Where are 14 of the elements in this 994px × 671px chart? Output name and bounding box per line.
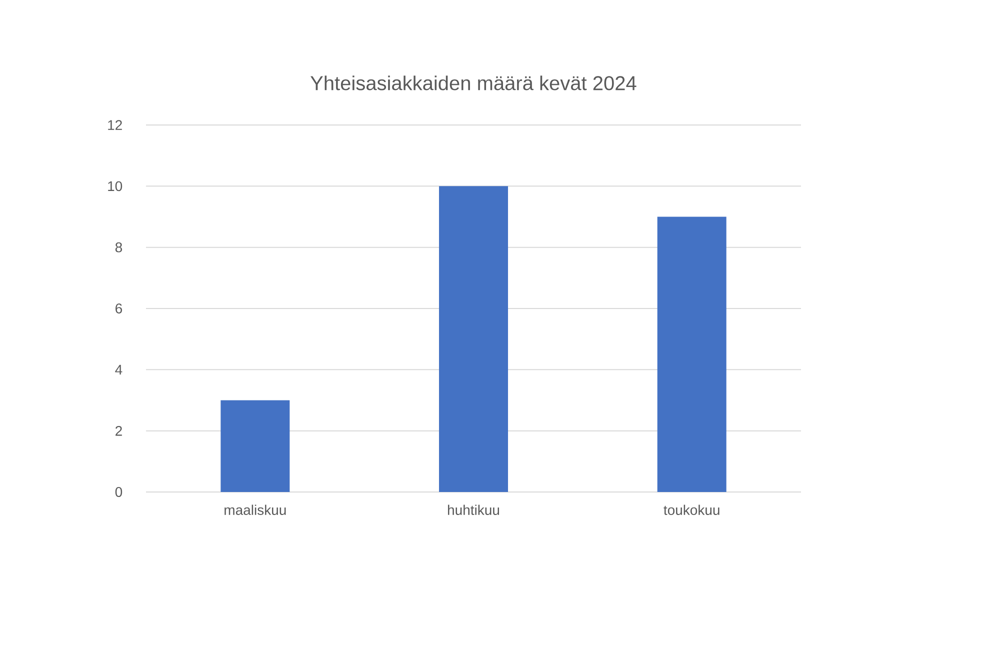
y-tick-label: 4 (115, 364, 122, 374)
chart-title: Yhteisasiakkaiden määrä kevät 2024 (310, 76, 636, 90)
x-tick-label: toukokuu (664, 504, 720, 515)
y-tick-label: 8 (115, 242, 122, 252)
y-tick-label: 12 (108, 120, 122, 130)
bar (439, 186, 508, 492)
bar (657, 216, 726, 492)
x-tick-label: maaliskuu (224, 504, 286, 515)
y-tick-label: 6 (116, 304, 122, 314)
y-tick-label: 0 (115, 487, 122, 497)
y-tick-label: 2 (116, 426, 122, 436)
x-tick-label: huhtikuu (448, 504, 500, 515)
y-tick-label: 10 (108, 181, 122, 192)
bar (220, 400, 290, 492)
